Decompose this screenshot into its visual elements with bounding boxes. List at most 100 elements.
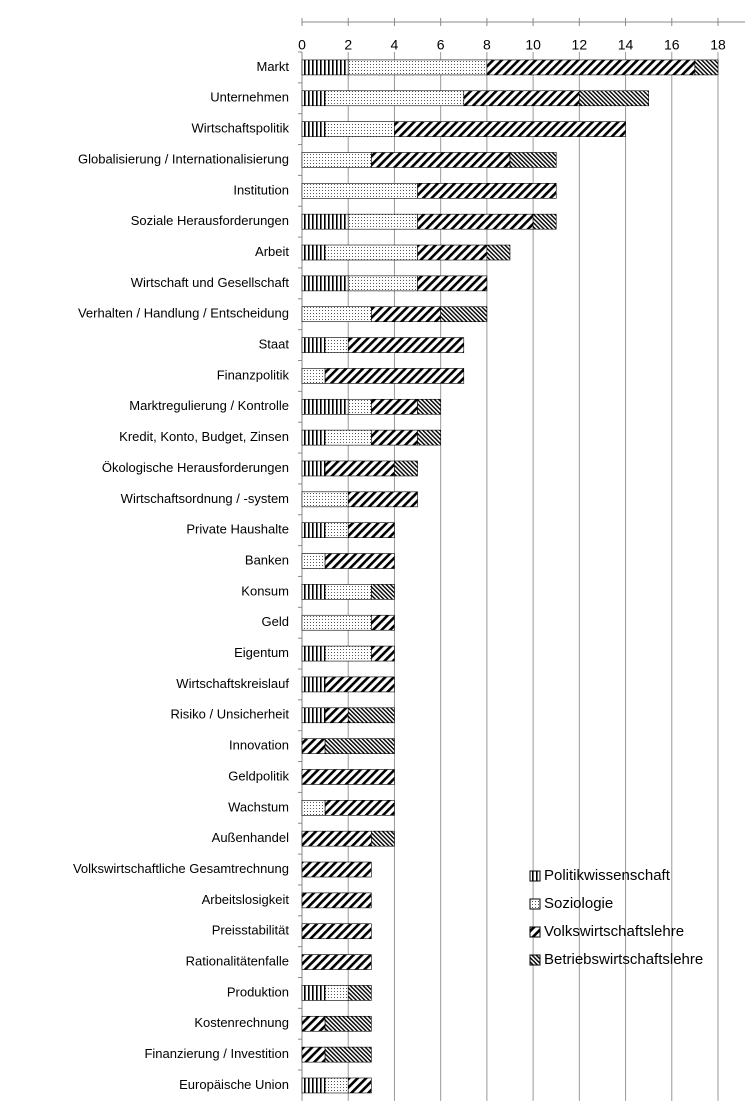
bar-segment xyxy=(301,121,326,137)
x-tick-label: 0 xyxy=(298,37,306,53)
legend-swatch xyxy=(529,926,541,938)
bar-segment xyxy=(301,1077,326,1094)
bar-segment xyxy=(417,398,441,415)
bar-segment xyxy=(371,429,418,446)
y-tick-label: Institution xyxy=(233,182,289,197)
bar-segment xyxy=(324,584,372,600)
bar-segment xyxy=(371,614,395,631)
bar-segment xyxy=(347,275,418,292)
bar-segment xyxy=(347,985,372,1001)
y-tick-label: Kostenrechnung xyxy=(194,1015,289,1030)
bar-segment xyxy=(301,553,326,569)
x-tick-label: 14 xyxy=(618,37,634,53)
bar-segment xyxy=(486,244,511,261)
bar-segment xyxy=(301,213,349,230)
x-tick-label: 18 xyxy=(710,37,726,53)
y-tick-label: Soziale Herausforderungen xyxy=(131,213,289,228)
bar-segment xyxy=(324,121,395,137)
y-tick-label: Unternehmen xyxy=(210,90,289,105)
bar-segment xyxy=(371,152,511,168)
legend-label: Soziologie xyxy=(544,895,613,912)
bar-segment xyxy=(324,90,465,107)
bar-segment xyxy=(301,59,349,76)
bar-segment xyxy=(301,90,326,107)
bar-segment xyxy=(532,213,557,230)
bar-segment xyxy=(347,213,418,230)
bars xyxy=(301,59,719,1094)
bar-segment xyxy=(324,553,395,569)
bar-segment xyxy=(301,275,349,292)
bar-segment xyxy=(301,800,326,816)
y-tick-label: Arbeitslosigkeit xyxy=(202,892,290,907)
x-tick-label: 8 xyxy=(483,37,491,53)
bar-segment xyxy=(371,398,418,415)
bar-segment xyxy=(371,584,395,600)
y-tick-label: Ökologische Herausforderungen xyxy=(102,460,289,475)
y-tick-label: Markt xyxy=(257,59,290,74)
bar-segment xyxy=(301,183,418,199)
bar-segment xyxy=(301,830,372,847)
bar-segment xyxy=(301,738,326,754)
bar-segment xyxy=(301,429,326,446)
legend-swatch xyxy=(529,898,541,910)
bar-segment xyxy=(324,738,395,754)
y-tick-label: Wirtschaftsordnung / -system xyxy=(121,491,289,506)
y-tick-label: Produktion xyxy=(227,984,289,999)
bar-segment xyxy=(324,1046,372,1063)
y-tick-label: Außenhandel xyxy=(212,830,289,845)
y-tick-label: Banken xyxy=(245,552,289,567)
bar-segment xyxy=(579,90,649,107)
x-tick-label: 16 xyxy=(664,37,680,53)
bar-segment xyxy=(301,923,372,940)
bar-segment xyxy=(463,90,580,107)
y-tick-label: Wirtschaftskreislauf xyxy=(176,676,289,691)
legend-label: Politikwissenschaft xyxy=(544,867,671,884)
x-tick-label: 4 xyxy=(391,37,399,53)
x-tick-label: 10 xyxy=(525,37,541,53)
bar-segment xyxy=(301,707,326,724)
bar-segment xyxy=(324,429,372,446)
bar-segment xyxy=(301,522,326,538)
bar-segment xyxy=(394,121,626,137)
bar-segment xyxy=(301,337,326,353)
bar-segment xyxy=(347,522,395,538)
bar-segment xyxy=(694,59,719,76)
bar-segment xyxy=(301,368,326,384)
bar-segment xyxy=(417,213,534,230)
bar-segment xyxy=(509,152,557,168)
y-tick-label: Konsum xyxy=(241,583,289,598)
bar-segment xyxy=(417,244,488,261)
bar-segment xyxy=(371,645,395,662)
x-tick-label: 2 xyxy=(344,37,352,53)
bar-segment xyxy=(394,460,418,477)
bar-segment xyxy=(347,491,418,508)
bar-segment xyxy=(347,707,395,724)
bar-segment xyxy=(324,800,395,816)
bar-segment xyxy=(301,985,326,1001)
bar-segment xyxy=(417,275,488,292)
y-tick-label: Marktregulierung / Kontrolle xyxy=(129,398,289,413)
bar-segment xyxy=(301,491,349,508)
y-tick-label: Globalisierung / Internationalisierung xyxy=(78,151,289,166)
y-tick-label: Staat xyxy=(259,337,290,352)
bar-segment xyxy=(301,892,372,909)
y-tick-label: Europäische Union xyxy=(179,1077,289,1092)
bar-segment xyxy=(301,306,372,323)
y-tick-label: Finanzierung / Investition xyxy=(144,1046,289,1061)
y-tick-label: Volkswirtschaftliche Gesamtrechnung xyxy=(73,861,289,876)
y-tick-label: Geldpolitik xyxy=(228,768,289,783)
bar-segment xyxy=(301,584,326,600)
bar-segment xyxy=(347,398,372,415)
y-tick-label: Geld xyxy=(262,614,289,629)
bar-segment xyxy=(301,676,326,693)
bar-segment xyxy=(324,985,349,1001)
bar-segment xyxy=(324,1077,349,1094)
bar-segment xyxy=(324,707,349,724)
bar-segment xyxy=(324,645,372,662)
bar-segment xyxy=(301,244,326,261)
bar-segment xyxy=(347,337,465,353)
bar-segment xyxy=(347,59,488,76)
bar-segment xyxy=(324,676,395,693)
bar-segment xyxy=(324,368,465,384)
